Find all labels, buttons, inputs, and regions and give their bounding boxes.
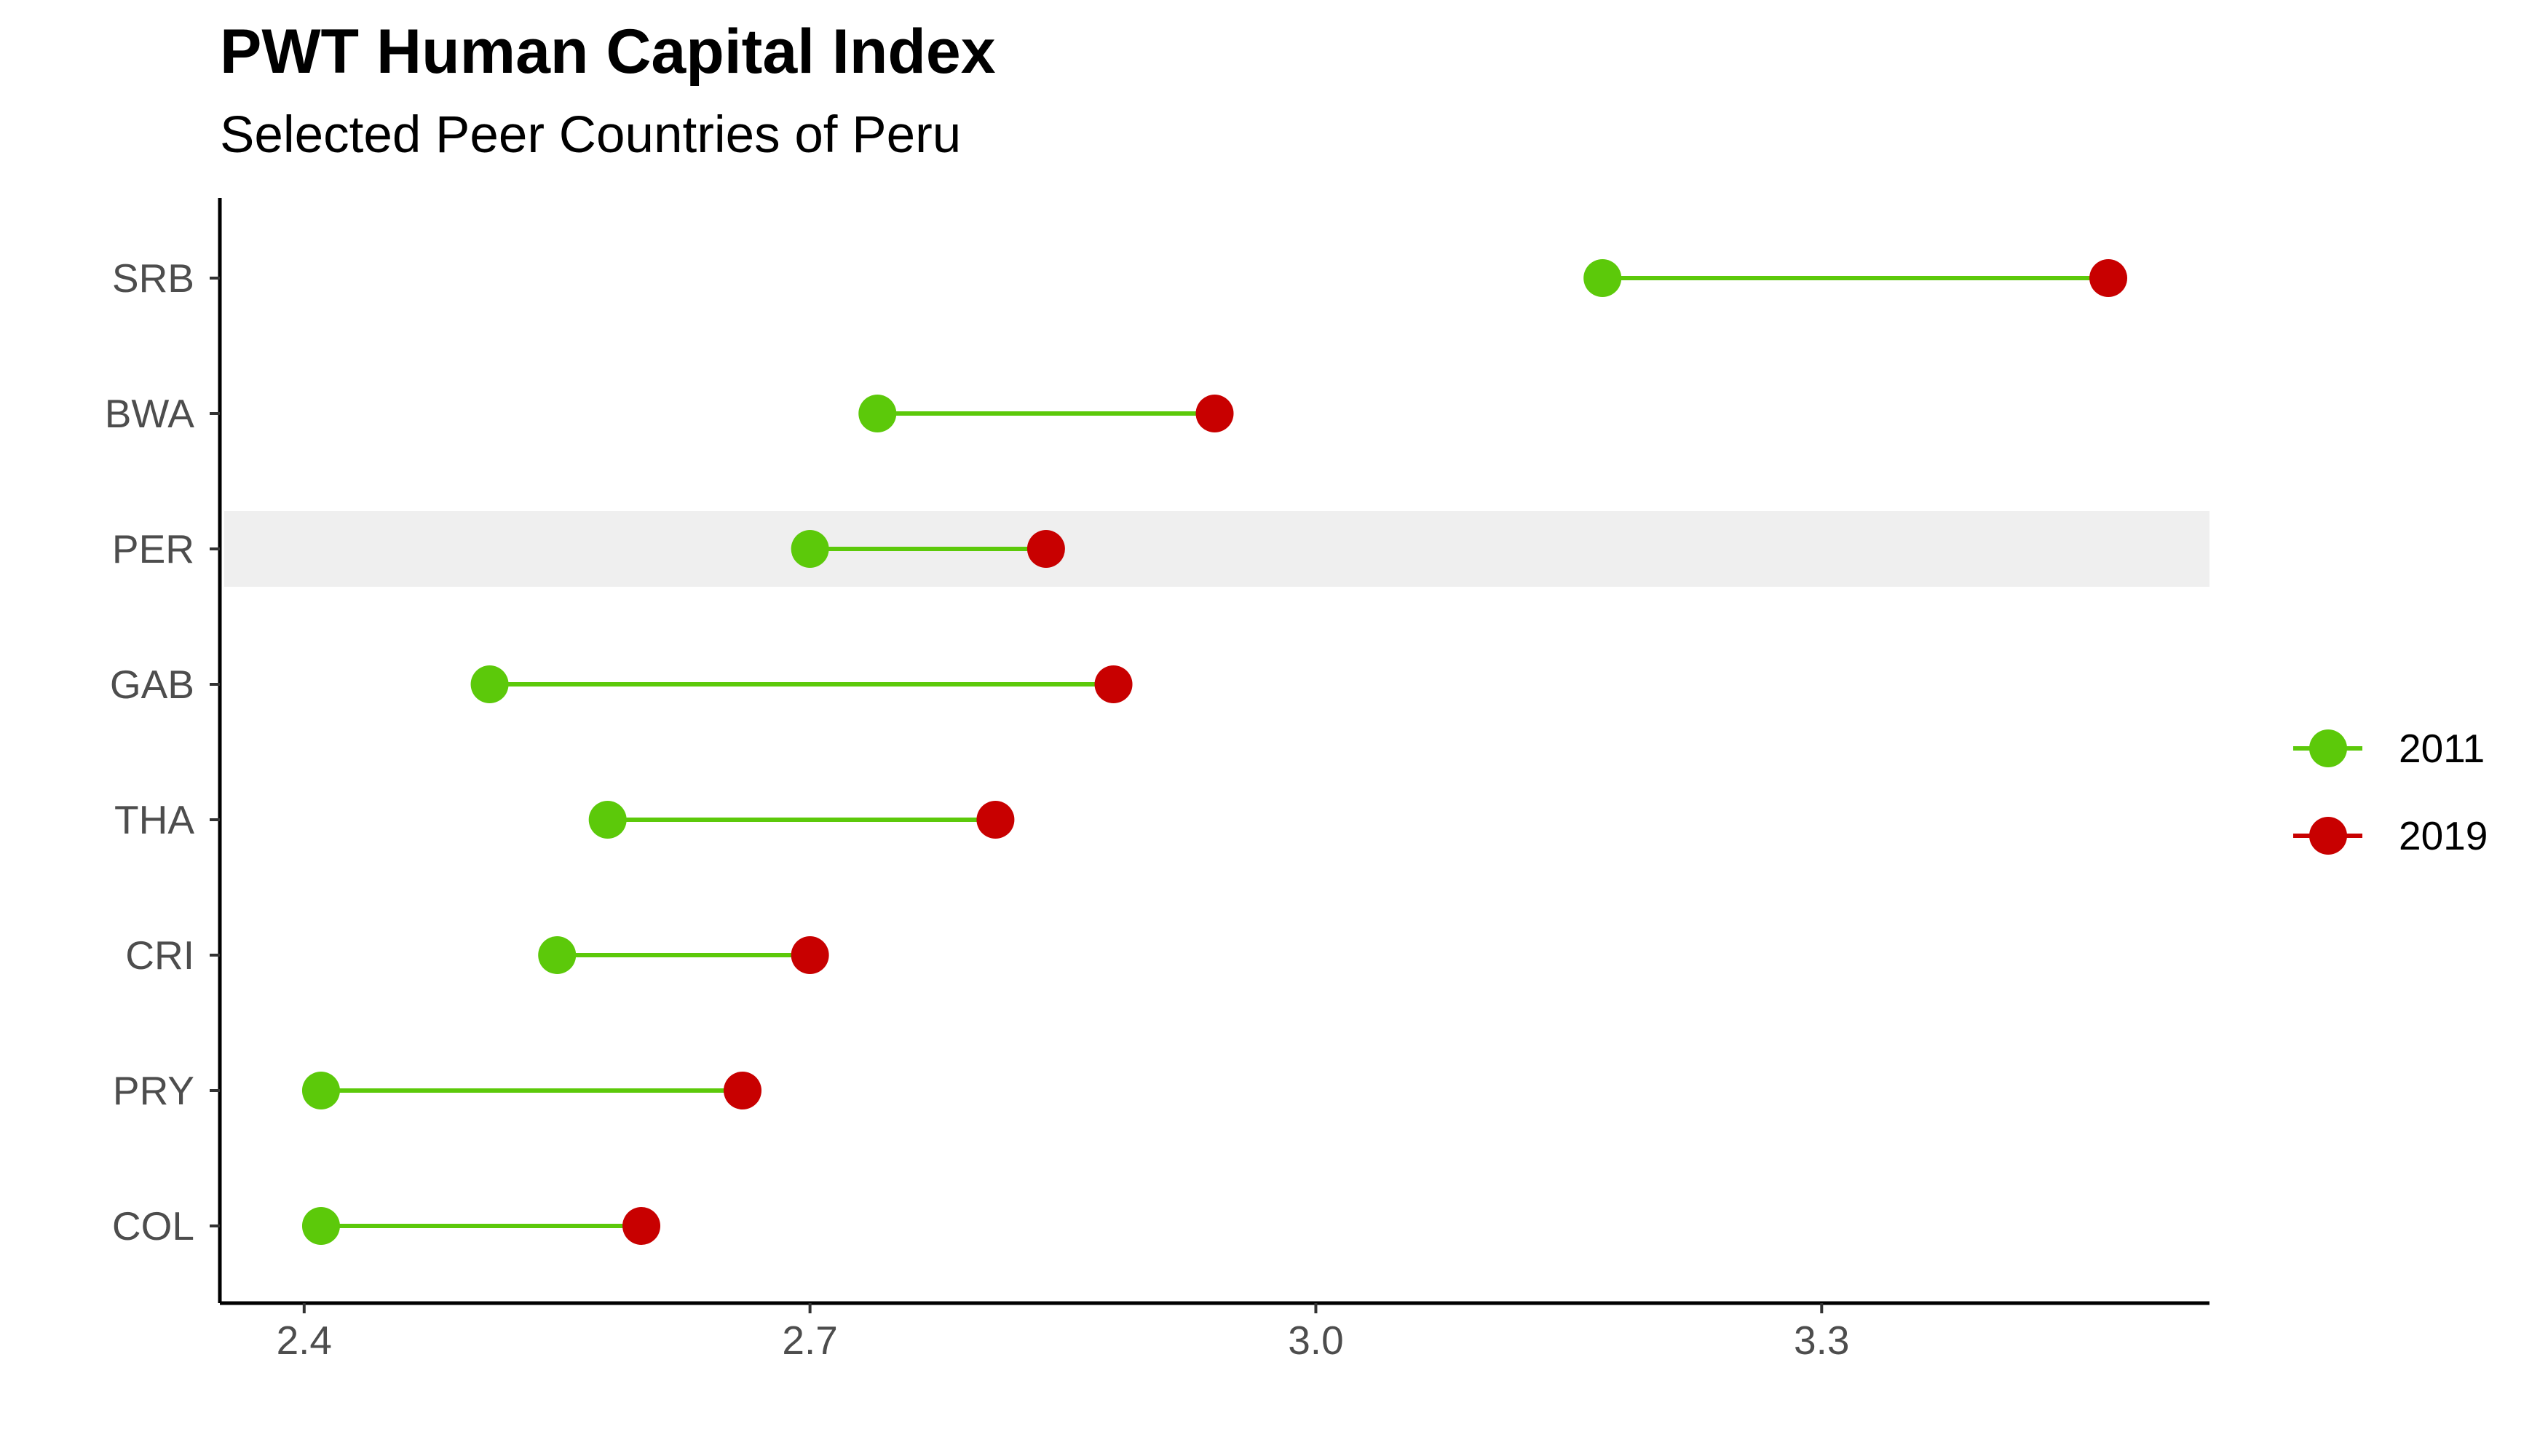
x-tick-label: 2.4 [277, 1318, 332, 1363]
y-tick-label: COL [112, 1203, 194, 1249]
y-tick-label: THA [114, 797, 194, 842]
point-2011-gab [470, 665, 509, 703]
x-tick-label: 3.3 [1794, 1318, 1849, 1363]
point-2019-cri [791, 936, 829, 974]
y-tick-label: SRB [112, 256, 194, 301]
point-layer [301, 259, 2128, 1245]
legend-label-2019: 2019 [2399, 813, 2488, 858]
y-tick-label: CRI [125, 933, 194, 978]
point-2019-tha [976, 801, 1015, 839]
point-2011-pry [301, 1072, 340, 1109]
point-2019-pry [723, 1072, 761, 1109]
connector-layer [320, 276, 2109, 1228]
y-tick-label: BWA [105, 391, 195, 436]
point-2019-gab [1094, 665, 1133, 703]
point-2019-srb [2089, 259, 2128, 297]
x-tick-label: 3.0 [1288, 1318, 1343, 1363]
point-2011-bwa [858, 395, 897, 432]
legend-key-dot-2019 [2309, 817, 2347, 855]
y-tick-label: GAB [110, 662, 194, 707]
x-tick-label: 2.7 [782, 1318, 837, 1363]
point-2011-per [791, 530, 829, 568]
point-2011-col [301, 1207, 340, 1245]
point-2019-per [1026, 530, 1065, 568]
legend: 2011 2019 [2293, 726, 2488, 858]
highlight-layer [224, 511, 2209, 587]
y-tick-label: PRY [113, 1068, 194, 1113]
point-2011-tha [588, 801, 627, 839]
point-2019-bwa [1195, 395, 1234, 432]
point-2019-col [622, 1207, 661, 1245]
point-2011-srb [1583, 259, 1622, 297]
chart-subtitle: Selected Peer Countries of Peru [220, 106, 962, 164]
y-tick-label: PER [112, 526, 194, 571]
chart-title: PWT Human Capital Index [220, 17, 996, 87]
highlight-band-per [224, 511, 2209, 587]
legend-key-dot-2011 [2309, 729, 2347, 767]
axis-layer: SRB BWA PER GAB THA CRI PRY COL 2.4 2.7 3.0 3.3 [105, 198, 2209, 1363]
legend-label-2011: 2011 [2399, 726, 2485, 771]
point-2011-cri [538, 936, 577, 974]
